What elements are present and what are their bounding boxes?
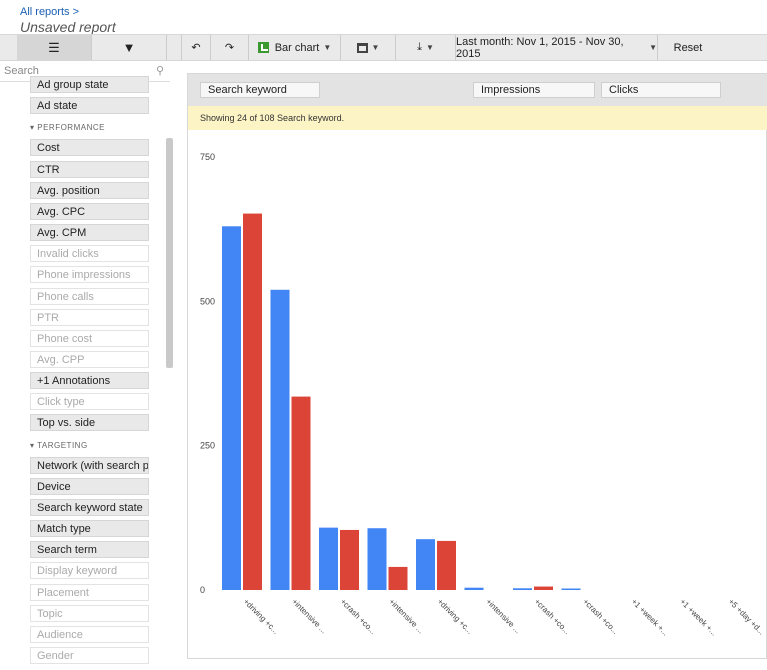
chart-type-dropdown[interactable]: Bar chart ▼: [249, 35, 341, 60]
calendar-icon: [356, 42, 368, 53]
search-icon: ⚲: [155, 65, 164, 77]
report-panel: Search keyword Impressions Clicks Showin…: [187, 73, 767, 659]
breadcrumb[interactable]: All reports >: [20, 6, 79, 18]
sidebar-field-search-keyword-state[interactable]: Search keyword state: [30, 499, 149, 516]
sidebar-field-top-vs-side[interactable]: Top vs. side: [30, 414, 149, 432]
download-icon: ⤓: [417, 41, 422, 53]
sidebar-field-audience[interactable]: Audience: [30, 625, 149, 643]
y-tick-label: 750: [200, 152, 215, 162]
bar-clicks-3[interactable]: [388, 566, 408, 590]
sidebar-field-placement[interactable]: Placement: [30, 583, 149, 601]
undo-button[interactable]: ↶: [181, 35, 211, 60]
download-dropdown[interactable]: ⤓ ▼: [396, 35, 456, 60]
sidebar-field-avg-cpm[interactable]: Avg. CPM: [30, 224, 149, 242]
bar-impressions-5[interactable]: [464, 587, 484, 590]
sidebar-field-device[interactable]: Device: [30, 477, 149, 495]
x-tick-label: +intensive ...: [387, 597, 425, 635]
chevron-down-icon: ▼: [649, 43, 657, 52]
sidebar-field-display-keyword[interactable]: Display keyword: [30, 562, 149, 580]
chevron-down-icon: ▼: [323, 43, 332, 52]
sidebar-field-phone-cost[interactable]: Phone cost: [30, 329, 149, 347]
y-tick-label: 0: [200, 585, 205, 595]
x-tick-label: +crash +co...: [533, 597, 572, 636]
sidebar-field-ad-group-state[interactable]: Ad group state: [30, 76, 149, 93]
sidebar-field-avg-cpp[interactable]: Avg. CPP: [30, 350, 149, 368]
sidebar-field-search-term[interactable]: Search term: [30, 541, 149, 559]
undo-icon: ↶: [191, 42, 201, 54]
bar-impressions-7[interactable]: [561, 588, 581, 591]
chart-type-label: Bar chart: [274, 41, 320, 54]
list-icon: ☰: [48, 39, 60, 55]
x-tick-label: +driving +c...: [242, 597, 281, 636]
page-title: Unsaved report: [20, 19, 116, 35]
y-tick-label: 250: [200, 441, 215, 451]
redo-button[interactable]: ↷: [211, 35, 249, 60]
segment-dropdown[interactable]: ▼: [341, 35, 396, 60]
sidebar-view-toggle: ☰ ▼: [17, 35, 167, 60]
x-tick-label: +5 +day +d...: [727, 597, 766, 637]
bar-impressions-1[interactable]: [270, 289, 290, 590]
filter-icon: ▼: [122, 40, 136, 55]
sidebar-field-ad-state[interactable]: Ad state: [30, 97, 149, 115]
search-placeholder: Search: [4, 65, 39, 77]
x-tick-label: +driving +c...: [436, 597, 475, 636]
x-tick-label: +crash +co...: [339, 597, 378, 636]
section-header-targeting[interactable]: ▾ TARGETING: [30, 440, 88, 450]
sidebar-scrollbar[interactable]: [166, 138, 173, 368]
sidebar-field-topic[interactable]: Topic: [30, 604, 149, 622]
x-tick-label: +intensive ...: [290, 597, 328, 635]
sidebar-field-phone-calls[interactable]: Phone calls: [30, 287, 149, 305]
sidebar-field-ctr[interactable]: CTR: [30, 160, 149, 178]
dimension-column-chip[interactable]: Search keyword: [200, 82, 320, 98]
redo-icon: ↷: [224, 42, 235, 54]
x-tick-label: +1 +week +...: [630, 597, 670, 637]
sidebar-field-ptr[interactable]: PTR: [30, 308, 149, 326]
reset-button[interactable]: Reset: [658, 35, 718, 60]
x-tick-label: +crash +co...: [581, 597, 620, 636]
date-range-label: Last month: Nov 1, 2015 - Nov 30, 2015: [456, 35, 624, 60]
x-tick-label: +intensive ...: [484, 597, 522, 635]
sidebar-field-avg-cpc[interactable]: Avg. CPC: [30, 202, 149, 220]
toolbar: ☰ ▼ ↶ ↷ Bar chart ▼ ▼ ⤓ ▼ Last month: No…: [0, 34, 767, 61]
columns-view-button[interactable]: ☰: [17, 35, 92, 60]
reset-label: Reset: [673, 41, 703, 54]
sidebar-field-click-type[interactable]: Click type: [30, 393, 149, 411]
section-header-performance[interactable]: ▾ PERFORMANCE: [30, 123, 105, 133]
bar-impressions-4[interactable]: [416, 539, 435, 590]
bar-clicks-1[interactable]: [291, 396, 311, 590]
bar-clicks-4[interactable]: [437, 540, 456, 590]
field-sidebar: Search ⚲ Ad group state Ad state ▾ PERFORM…: [0, 62, 173, 670]
metric-column-chip-clicks[interactable]: Clicks: [601, 82, 721, 98]
sidebar-field-phone-impressions[interactable]: Phone impressions: [30, 266, 149, 284]
bar-impressions-6[interactable]: [513, 588, 532, 590]
x-tick-label: +1 +week +...: [678, 597, 718, 637]
bar-impressions-0[interactable]: [222, 226, 241, 590]
date-range-dropdown[interactable]: Last month: Nov 1, 2015 - Nov 30, 2015 ▼: [456, 35, 658, 60]
sidebar-field-network-with-search-partners[interactable]: Network (with search partners): [30, 456, 149, 474]
sidebar-field-match-type[interactable]: Match type: [30, 520, 149, 538]
sidebar-field-avg-position[interactable]: Avg. position: [30, 181, 149, 199]
filter-button[interactable]: ▼: [92, 35, 167, 60]
bar-clicks-0[interactable]: [243, 213, 262, 590]
chevron-down-icon: ▼: [425, 43, 434, 52]
bar-clicks-2[interactable]: [340, 529, 359, 590]
metric-column-chip-impressions[interactable]: Impressions: [473, 82, 595, 98]
bar-clicks-6[interactable]: [534, 586, 553, 590]
row-count-notice: Showing 24 of 108 Search keyword.: [188, 106, 767, 130]
sidebar-field-gender[interactable]: Gender: [30, 647, 149, 665]
sidebar-field-1-annotations[interactable]: +1 Annotations: [30, 372, 149, 390]
bar-chart-icon: [257, 42, 269, 53]
bar-impressions-3[interactable]: [367, 528, 387, 590]
column-drop-bar: Search keyword Impressions Clicks: [188, 74, 767, 106]
sidebar-field-invalid-clicks[interactable]: Invalid clicks: [30, 245, 149, 263]
chevron-down-icon: ▼: [371, 43, 380, 52]
report-header: All reports > Unsaved report: [0, 0, 767, 35]
bar-impressions-2[interactable]: [319, 527, 338, 590]
sidebar-field-cost[interactable]: Cost: [30, 139, 149, 157]
y-tick-label: 500: [200, 296, 215, 306]
